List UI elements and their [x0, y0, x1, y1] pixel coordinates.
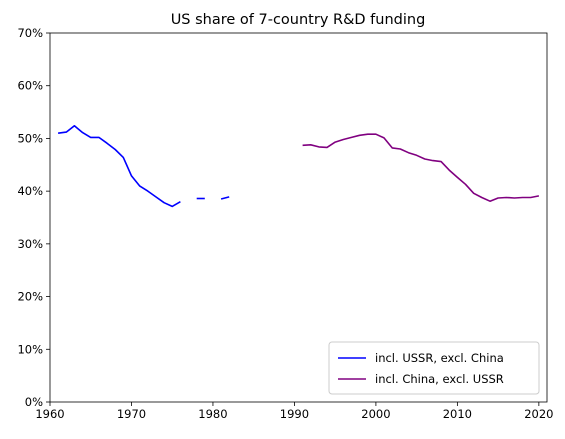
x-tick-label: 2020 — [524, 407, 553, 421]
series-line-1 — [57, 125, 181, 208]
y-tick-label: 40% — [17, 184, 43, 198]
y-axis: 0% 10% 20% 30% 40% 50% 60% 70% — [17, 26, 50, 409]
x-axis: 1960 1970 1980 1990 2000 2010 2020 — [35, 402, 553, 421]
y-tick-label: 60% — [17, 79, 43, 93]
x-tick-label: 2000 — [361, 407, 390, 421]
x-tick-label: 2010 — [443, 407, 472, 421]
plot-frame — [49, 32, 548, 403]
x-tick-label: 1970 — [117, 407, 146, 421]
chart-title: US share of 7-country R&D funding — [171, 12, 426, 28]
y-tick-label: 30% — [17, 237, 43, 251]
y-tick-label: 10% — [17, 342, 43, 356]
y-tick-label: 50% — [17, 131, 43, 145]
legend-label: incl. China, excl. USSR — [375, 372, 504, 386]
x-tick-label: 1960 — [35, 407, 64, 421]
legend-box — [328, 341, 540, 395]
legend: incl. USSR, excl. China incl. China, excl… — [328, 341, 540, 395]
series-layer — [57, 125, 540, 208]
y-tick-label: 0% — [25, 395, 43, 409]
y-tick-label: 70% — [17, 26, 43, 40]
series-line-1 — [220, 196, 230, 200]
series-line-2 — [302, 133, 540, 202]
legend-label: incl. USSR, excl. China — [375, 351, 504, 365]
x-tick-label: 1990 — [280, 407, 309, 421]
x-tick-label: 1980 — [198, 407, 227, 421]
y-tick-label: 20% — [17, 290, 43, 304]
